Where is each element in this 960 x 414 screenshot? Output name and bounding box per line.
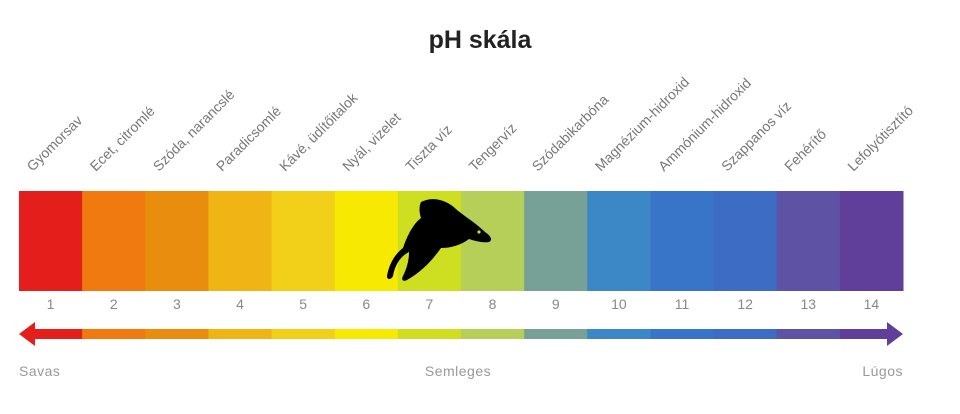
fish-icon [387, 199, 492, 281]
ph-number: 3 [173, 296, 181, 312]
ph-segment-14 [839, 191, 904, 291]
substance-label: Tiszta víz [402, 121, 455, 174]
arrow-segment [145, 329, 209, 339]
ph-segment-10 [587, 191, 651, 291]
arrow-segment [33, 329, 83, 339]
substance-label: Gyomorsav [23, 112, 85, 174]
substance-label: Nyál, vizelet [339, 109, 404, 174]
acid-label: Savas [19, 363, 60, 379]
ph-number: 10 [611, 296, 627, 312]
substance-label: Paradicsomlé [213, 103, 284, 174]
ph-number: 14 [864, 296, 880, 312]
ph-number: 4 [236, 296, 244, 312]
arrow-segment [334, 329, 399, 339]
arrow-segment [524, 329, 588, 339]
ph-segment-5 [271, 191, 336, 291]
arrow-segment [208, 329, 273, 339]
arrow-segment [397, 329, 462, 339]
arrow-left-head [19, 322, 35, 346]
ph-number: 7 [426, 296, 434, 312]
ph-segment-2 [82, 191, 146, 291]
ph-segment-4 [208, 191, 273, 291]
arrow-segment [587, 329, 651, 339]
arrow-segment [271, 329, 336, 339]
arrow-segment [461, 329, 525, 339]
ph-numbers: 1 2 3 4 5 6 7 8 9 10 11 12 13 14 [47, 296, 880, 312]
substance-label: Ecet, citromlé [87, 103, 158, 174]
ph-number: 12 [737, 296, 753, 312]
ph-segment-3 [145, 191, 209, 291]
ph-segment-9 [524, 191, 588, 291]
ph-segment-8 [461, 191, 525, 291]
axis-labels: Savas Semleges Lúgos [19, 363, 903, 379]
ph-number: 5 [299, 296, 307, 312]
acidity-arrow [19, 322, 903, 346]
substance-label: Lefolyótisztító [844, 102, 916, 174]
neutral-label: Semleges [425, 363, 491, 379]
substance-label: Tengervíz [465, 120, 519, 174]
ph-number: 9 [552, 296, 560, 312]
substance-label: Fehérítő [781, 126, 829, 174]
arrow-right-head [887, 322, 903, 346]
ph-segment-12 [713, 191, 778, 291]
ph-number: 11 [675, 296, 690, 312]
ph-number: 2 [110, 296, 118, 312]
ph-number: 13 [800, 296, 816, 312]
ph-number: 1 [47, 296, 55, 312]
ph-number: 6 [362, 296, 370, 312]
base-label: Lúgos [862, 363, 903, 379]
arrow-segment [839, 329, 890, 339]
arrow-segment [82, 329, 146, 339]
ph-number: 8 [489, 296, 497, 312]
arrow-segment [650, 329, 715, 339]
page-title: pH skála [428, 26, 532, 54]
ph-segment-1 [19, 191, 83, 291]
ph-segment-11 [650, 191, 715, 291]
arrow-segment [776, 329, 841, 339]
arrow-segment [713, 329, 778, 339]
ph-segment-13 [776, 191, 841, 291]
